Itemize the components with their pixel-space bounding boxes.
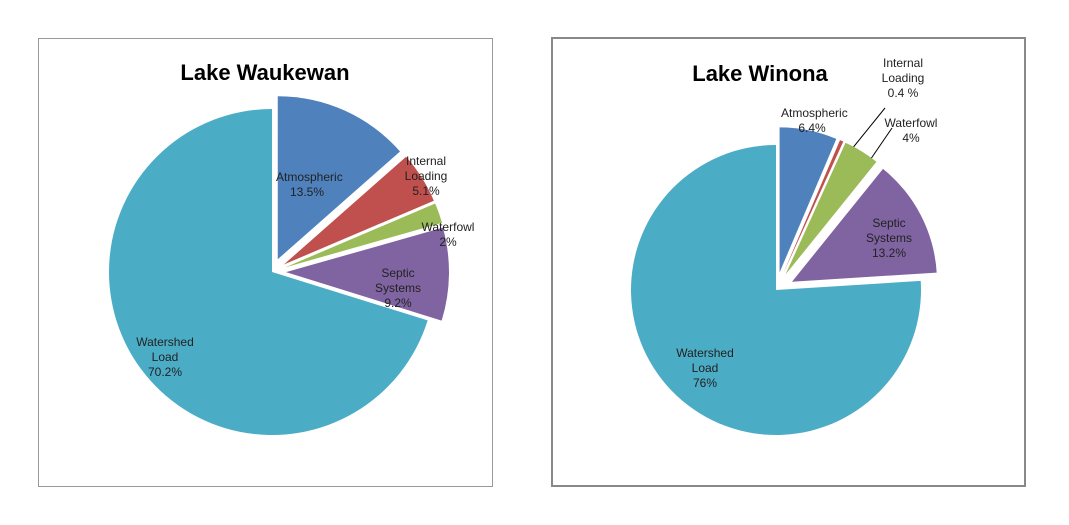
value-label: 4%: [902, 131, 920, 145]
category-label: Atmospheric: [276, 170, 343, 184]
slice-label-box: Atmospheric 6.4%: [762, 96, 862, 146]
category-label: Septic Systems: [374, 265, 421, 295]
pie-slice: [783, 140, 844, 274]
category-label: Watershed Load: [676, 345, 734, 375]
pie-slice: [285, 203, 443, 268]
category-label: Internal Loading: [881, 55, 925, 85]
value-label: 13.5%: [289, 185, 325, 199]
category-label: Watershed Load: [136, 334, 194, 364]
value-label: 70.2%: [147, 364, 183, 379]
value-label: 9.2%: [384, 295, 412, 310]
chart-title: Lake Winona: [692, 61, 828, 86]
slice-label-box: Septic Systems 9.2%: [348, 263, 448, 313]
category-label: Atmospheric: [781, 106, 848, 120]
slice-label-box: Waterfowl 4%: [861, 106, 961, 156]
pie-slice: [630, 145, 922, 435]
value-label: 2%: [439, 235, 457, 249]
slice-label-box: Atmospheric 13.5%: [257, 160, 357, 210]
pie-slice: [285, 227, 449, 321]
pie-slice: [277, 96, 401, 260]
slice-label-box: Septic Systems 13.2%: [839, 213, 939, 263]
pie-slice: [779, 127, 837, 273]
pie-slice: [785, 142, 877, 275]
slice-label-box: Watershed Load 76%: [655, 343, 755, 393]
pie-slice: [791, 168, 937, 282]
pie-slice: [283, 156, 434, 265]
pie-slice: [109, 109, 428, 435]
slice-label-box: Waterfowl 2%: [398, 210, 498, 260]
category-label: Waterfowl: [421, 220, 475, 234]
category-label: Internal Loading: [404, 153, 448, 183]
slice-label-box: Watershed Load 70.2%: [115, 332, 215, 382]
slice-label-box: Internal Loading 0.4 %: [853, 53, 953, 103]
value-label: 13.2%: [871, 245, 907, 260]
value-label: 76%: [692, 375, 718, 390]
value-label: 6.4%: [798, 121, 826, 135]
category-label: Septic Systems: [865, 215, 912, 245]
value-label: 5.1%: [412, 183, 440, 198]
chart-title: Lake Waukewan: [180, 60, 349, 85]
category-label: Waterfowl: [884, 116, 938, 130]
value-label: 0.4 %: [887, 85, 919, 100]
slice-label-box: Internal Loading 5.1%: [376, 151, 476, 201]
